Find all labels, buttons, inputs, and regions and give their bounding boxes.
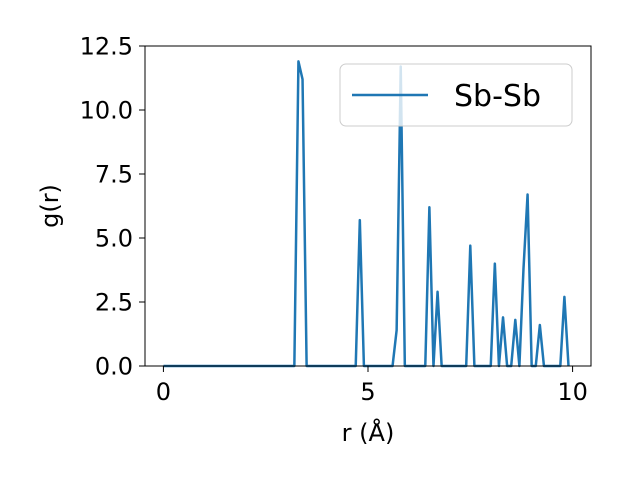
y-tick-label: 0.0 <box>95 353 133 381</box>
legend-label-sb-sb: Sb-Sb <box>454 79 541 114</box>
y-tick-label: 7.5 <box>95 161 133 189</box>
x-tick-label: 0 <box>156 378 171 406</box>
x-tick-label: 5 <box>360 378 375 406</box>
ticks: 0 5 10 0.0 2.5 5.0 7.5 10.0 12.5 <box>80 33 588 407</box>
y-tick-label: 10.0 <box>80 97 133 125</box>
legend-box <box>339 63 573 127</box>
legend: Sb-Sb <box>339 63 573 127</box>
y-axis-label: g(r) <box>36 184 64 228</box>
series-line-sb-sb <box>163 60 570 368</box>
y-tick-label: 2.5 <box>95 289 133 317</box>
y-tick-label: 5.0 <box>95 225 133 253</box>
y-tick-label: 12.5 <box>80 33 133 61</box>
x-axis-label: r (Å) <box>342 418 395 447</box>
x-tick-label: 10 <box>557 378 588 406</box>
